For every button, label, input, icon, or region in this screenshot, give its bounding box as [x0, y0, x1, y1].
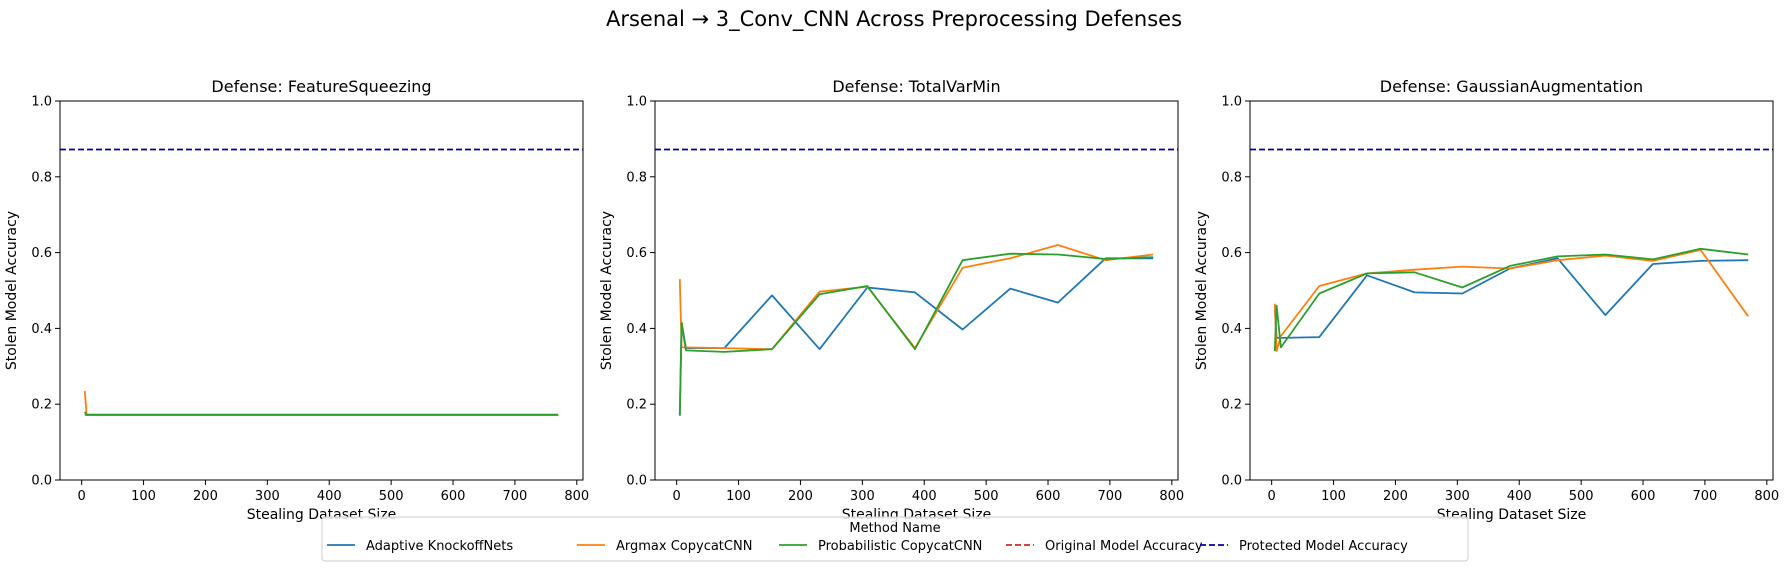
- series-line-argmax-copycatcnn: [1273, 248, 1749, 353]
- x-tick-label: 100: [131, 489, 156, 504]
- x-tick-label: 500: [1569, 489, 1594, 504]
- x-tick-label: 400: [912, 489, 937, 504]
- y-tick-label: 0.2: [626, 398, 647, 413]
- y-tick-label: 0.0: [31, 474, 52, 489]
- y-axis-label: Stolen Model Accuracy: [1194, 211, 1210, 370]
- x-tick-label: 300: [850, 489, 875, 504]
- y-tick-label: 0.8: [626, 170, 647, 185]
- x-tick-label: 500: [974, 489, 999, 504]
- plot-frame: [654, 100, 1179, 481]
- subplot-1: Defense: FeatureSqueezing 0 100 200 300 400 50…: [4, 77, 589, 523]
- x-tick-label: 400: [317, 489, 342, 504]
- x-tick-label: 700: [1693, 489, 1718, 504]
- y-tick-label: 1.0: [1221, 95, 1242, 110]
- x-tick-label: 400: [1507, 489, 1532, 504]
- subplot-title: Defense: GaussianAugmentation: [1380, 77, 1643, 96]
- y-tick-label: 0.6: [626, 246, 647, 261]
- y-tick-label: 0.4: [626, 322, 647, 337]
- subplots: Defense: FeatureSqueezing 0 100 200 300 400 50…: [4, 77, 1779, 523]
- x-tick-label: 500: [379, 489, 404, 504]
- x-tick-label: 100: [726, 489, 751, 504]
- x-tick-label: 700: [503, 489, 528, 504]
- x-tick-label: 700: [1098, 489, 1123, 504]
- x-tick-label: 800: [564, 489, 589, 504]
- y-tick-label: 0.4: [31, 322, 52, 337]
- series-line-probabilistic-copycatcnn: [678, 252, 1154, 416]
- x-tick-label: 100: [1321, 489, 1346, 504]
- y-tick-label: 1.0: [31, 95, 52, 110]
- x-tick-label: 300: [255, 489, 280, 504]
- y-tick-label: 0.8: [1221, 170, 1242, 185]
- y-tick-label: 1.0: [626, 95, 647, 110]
- legend-entry-adaptive-knockoffnets: Adaptive KnockoffNets: [366, 539, 513, 554]
- x-tick-label: 0: [1268, 489, 1276, 504]
- y-axis-label: Stolen Model Accuracy: [4, 211, 20, 370]
- y-tick-label: 0.4: [1221, 322, 1242, 337]
- x-tick-label: 200: [788, 489, 813, 504]
- x-tick-label: 0: [78, 489, 86, 504]
- x-tick-label: 300: [1445, 489, 1470, 504]
- y-axis-label: Stolen Model Accuracy: [599, 211, 615, 370]
- x-tick-label: 200: [193, 489, 218, 504]
- x-tick-label: 800: [1159, 489, 1184, 504]
- series-line-argmax-copycatcnn: [678, 244, 1154, 351]
- legend-frame: [321, 516, 1469, 562]
- series-line-adaptive-knockoffnets: [1273, 257, 1749, 339]
- y-tick-label: 0.0: [1221, 474, 1242, 489]
- x-tick-label: 200: [1383, 489, 1408, 504]
- series-line-probabilistic-copycatcnn: [84, 411, 559, 416]
- subplot-2: Defense: TotalVarMin 0 100 200 300 400 500 600 7…: [599, 77, 1184, 523]
- legend-entry-argmax-copycatcnn: Argmax CopycatCNN: [616, 539, 752, 554]
- subplot-title: Defense: FeatureSqueezing: [211, 77, 431, 96]
- legend-title: Method Name: [849, 521, 940, 536]
- y-tick-label: 0.8: [31, 170, 52, 185]
- subplot-3: Defense: GaussianAugmentation 0 100 200 300 4…: [1194, 77, 1779, 523]
- legend-entry-protected-model-accuracy: Protected Model Accuracy: [1239, 539, 1408, 554]
- x-axis-label: Stealing Dataset Size: [1437, 507, 1587, 523]
- subplot-title: Defense: TotalVarMin: [832, 77, 1000, 96]
- y-tick-label: 0.2: [1221, 398, 1242, 413]
- figure-title: Arsenal → 3_Conv_CNN Across Preprocessin…: [606, 7, 1182, 32]
- x-tick-label: 0: [673, 489, 681, 504]
- x-tick-label: 600: [1036, 489, 1061, 504]
- plot-frame: [59, 100, 584, 481]
- x-tick-label: 600: [441, 489, 466, 504]
- series-line-argmax-copycatcnn: [83, 390, 559, 416]
- legend: Method Name Adaptive KnockoffNets Argmax C…: [321, 516, 1469, 562]
- y-tick-label: 0.6: [31, 246, 52, 261]
- x-tick-label: 600: [1631, 489, 1656, 504]
- y-tick-label: 0.2: [31, 398, 52, 413]
- x-tick-label: 800: [1754, 489, 1779, 504]
- y-tick-label: 0.0: [626, 474, 647, 489]
- series-line-adaptive-knockoffnets: [678, 257, 1154, 416]
- y-tick-label: 0.6: [1221, 246, 1242, 261]
- plot-frame: [1249, 100, 1774, 481]
- series-line-probabilistic-copycatcnn: [1273, 247, 1749, 352]
- legend-entry-probabilistic-copycatcnn: Probabilistic CopycatCNN: [818, 539, 982, 554]
- legend-entry-original-model-accuracy: Original Model Accuracy: [1045, 539, 1203, 554]
